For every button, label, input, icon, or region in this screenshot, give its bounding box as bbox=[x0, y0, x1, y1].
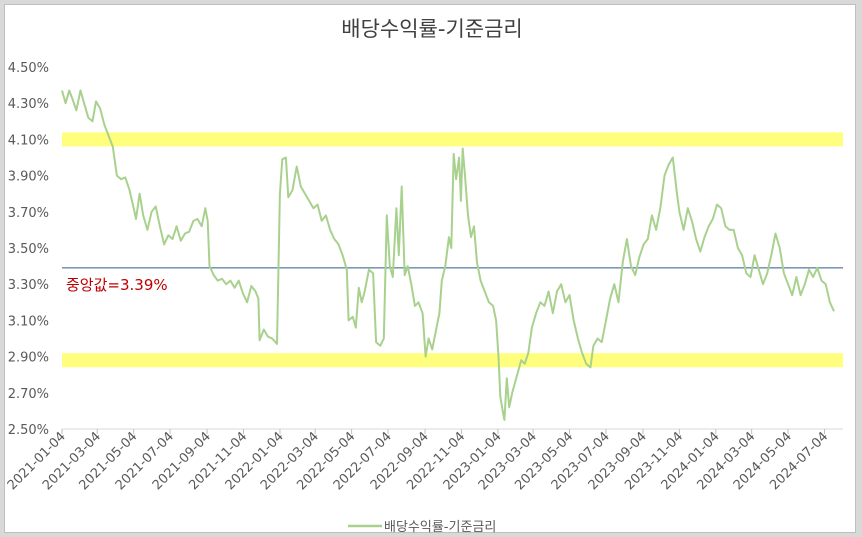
y-tick-label: 3.10% bbox=[8, 314, 49, 329]
highlight-bands bbox=[62, 132, 843, 368]
x-axis-ticks: 2021-01-042021-03-042021-05-042021-07-04… bbox=[5, 429, 831, 493]
y-tick-label: 2.50% bbox=[8, 423, 49, 438]
y-tick-label: 2.90% bbox=[8, 351, 49, 366]
legend-entry: 배당수익률-기준금리 bbox=[384, 520, 496, 535]
highlight-band-2 bbox=[62, 353, 843, 368]
y-tick-label: 2.70% bbox=[8, 387, 49, 402]
highlight-band-1 bbox=[62, 132, 843, 147]
chart-frame bbox=[4, 4, 856, 533]
chart-title: 배당수익률-기준금리 bbox=[341, 17, 522, 41]
legend: 배당수익률-기준금리 bbox=[348, 520, 496, 535]
y-tick-label: 3.70% bbox=[8, 206, 49, 221]
y-tick-label: 3.30% bbox=[8, 278, 49, 293]
series-group bbox=[61, 89, 835, 421]
y-tick-label: 4.10% bbox=[8, 133, 49, 148]
y-tick-label: 4.50% bbox=[8, 61, 49, 76]
median-label: 중앙값=3.39% bbox=[66, 276, 168, 294]
y-tick-label: 4.30% bbox=[8, 97, 49, 112]
y-tick-label: 3.90% bbox=[8, 170, 49, 185]
y-axis-ticks: 4.50% 4.30% 4.10% 3.90% 3.70% 3.50% 3.30% 3.10%… bbox=[8, 61, 49, 438]
y-tick-label: 3.50% bbox=[8, 242, 49, 257]
series-line-1 bbox=[61, 89, 835, 421]
